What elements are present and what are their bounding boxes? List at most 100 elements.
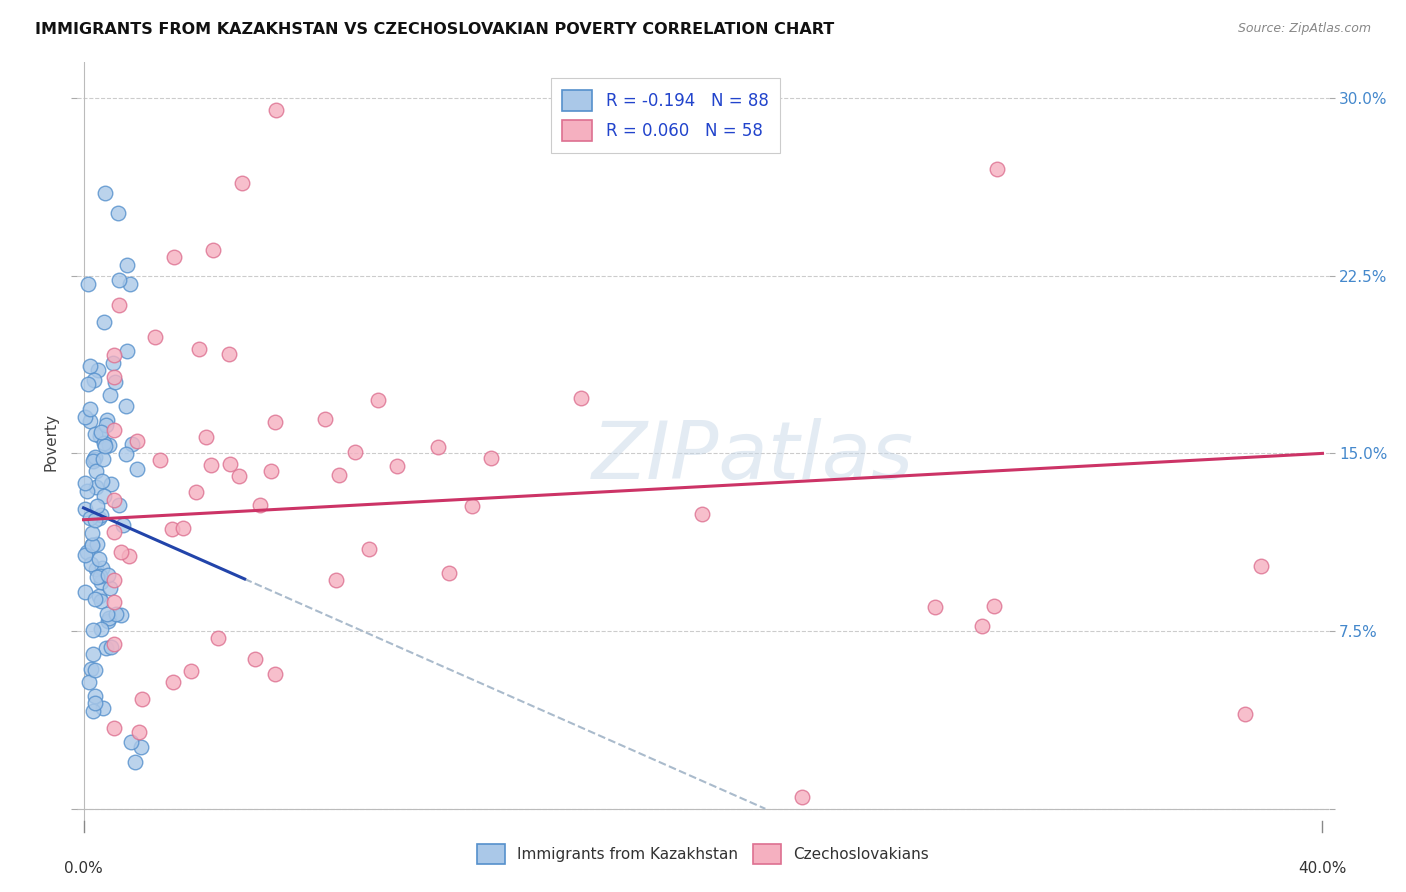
Point [357,541,380,556]
Point [96,417,118,432]
Point [84,513,107,527]
Point [263,415,285,429]
Point [103,370,125,384]
Point [100,477,122,491]
Point [110,545,132,559]
Point [180,664,202,678]
Point [1250,559,1272,574]
Point [184,485,207,500]
Point [264,667,287,681]
Point [76,483,98,498]
Point [328,468,350,483]
Point [143,330,166,344]
Point [75,548,97,562]
Point [970,619,993,633]
Point [103,721,125,735]
Point [112,518,135,533]
Point [107,498,129,512]
Point [103,573,125,587]
Point [103,595,125,609]
Point [115,259,138,273]
Point [84,562,107,576]
Text: 0.0%: 0.0% [65,861,103,876]
Point [924,600,946,615]
Point [76,277,98,292]
Point [148,453,170,467]
Point [97,614,120,628]
Point [690,507,713,521]
Point [385,458,408,473]
Point [79,414,101,428]
Point [983,599,1005,614]
Point [93,452,115,467]
Point [479,450,502,465]
Point [75,410,97,425]
Point [259,464,281,478]
Point [343,445,366,459]
Point [110,608,132,623]
Point [249,498,271,512]
Point [103,524,125,539]
Point [98,582,121,596]
Point [75,475,97,490]
Point [127,434,149,448]
Point [162,675,184,690]
Point [82,624,104,638]
Point [98,387,121,401]
Point [104,607,127,621]
Point [986,162,1008,177]
Point [107,298,129,312]
Point [97,611,120,625]
Point [75,502,97,516]
Point [188,342,211,356]
Point [80,662,103,676]
Point [103,347,125,361]
Text: ZIPatlas: ZIPatlas [592,417,914,496]
Point [90,474,112,488]
Point [94,641,117,656]
Point [75,585,97,599]
Point [103,493,125,508]
Point [114,447,136,461]
Point [264,103,287,117]
Point [201,244,224,258]
Point [437,566,460,580]
Point [103,423,125,437]
Point [118,277,141,291]
Point [79,510,101,524]
Point [87,589,110,603]
Point [108,273,131,287]
Point [207,631,229,645]
Point [104,376,127,390]
Point [96,413,118,427]
Point [367,392,389,407]
Point [100,640,122,655]
Point [792,789,814,804]
Point [120,734,142,748]
Point [90,575,112,590]
Point [82,453,104,467]
Point [172,521,194,535]
Point [86,480,108,494]
Point [84,464,107,478]
Point [84,689,107,703]
Point [77,675,100,690]
Point [121,437,143,451]
Point [86,570,108,584]
Point [90,560,112,574]
Point [195,430,218,444]
Point [82,537,104,551]
Point [426,440,449,454]
Point [80,538,103,552]
Point [218,458,240,472]
Point [96,607,118,622]
Point [87,363,110,377]
Point [103,637,125,651]
Point [84,427,107,442]
Point [231,176,253,190]
Point [218,347,240,361]
Point [82,704,104,718]
Point [125,462,148,476]
Point [82,647,104,661]
Point [90,593,112,607]
